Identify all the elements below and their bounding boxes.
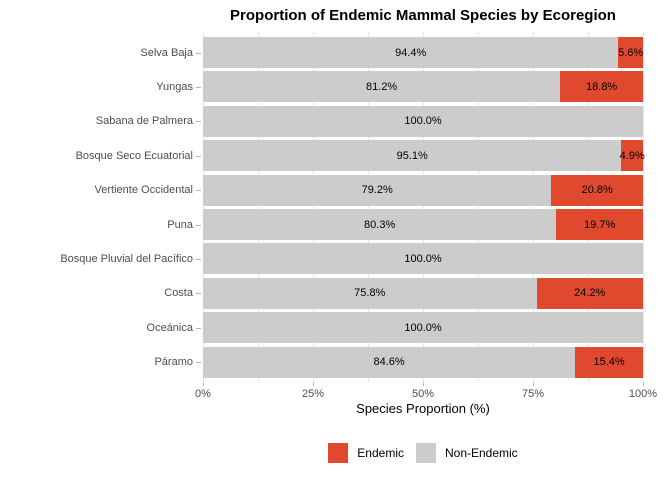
legend-item: Non-Endemic (415, 443, 518, 463)
gridline (643, 32, 644, 383)
non-endemic-segment (203, 243, 643, 275)
y-axis-tick (196, 293, 201, 295)
y-axis-tick (196, 86, 201, 88)
y-axis-tick (196, 190, 201, 192)
bar-row: 79.2% 20.8% (203, 174, 644, 206)
bar-value-label: 80.3% (364, 218, 396, 231)
non-endemic-segment (203, 105, 643, 137)
x-axis-tick (643, 383, 644, 386)
bar-value-label: 95.1% (396, 149, 428, 162)
endemic-segment (551, 174, 643, 206)
y-axis-label: Páramo (154, 356, 193, 369)
y-axis-label: Vertiente Occidental (94, 184, 193, 197)
y-axis-label: Oceánica (146, 321, 193, 334)
non-endemic-segment (203, 140, 622, 172)
non-endemic-segment (203, 312, 643, 344)
y-axis-tick (196, 155, 201, 157)
endemic-segment (536, 277, 643, 309)
y-axis-label: Puna (167, 218, 193, 231)
endemic-segment (621, 140, 643, 172)
y-axis-label: Bosque Pluvial del Pacífico (60, 252, 193, 265)
x-axis-tick (423, 383, 424, 386)
gridline (258, 32, 259, 383)
bar-row: 80.3% 19.7% (203, 209, 644, 240)
bar-row: 75.8% 24.2% (203, 277, 644, 309)
gridline (203, 32, 204, 383)
plot-panel: 94.4% 5.6% 81.2% 18.8% 100.0% 95.1% 4.9% 79.2% 2… (203, 32, 645, 383)
x-axis-tick-label: 100% (628, 388, 658, 400)
non-endemic-segment (203, 37, 619, 68)
gridline (313, 32, 314, 383)
bar-value-label: 5.6% (618, 46, 644, 59)
non-endemic-segment (203, 277, 537, 309)
x-axis-tick (203, 383, 204, 386)
bar-value-label: 79.2% (361, 184, 393, 197)
bar-value-label: 94.4% (395, 46, 427, 59)
gridline (478, 32, 479, 383)
non-endemic-segment (203, 346, 576, 378)
bar-value-label: 15.4% (593, 356, 625, 369)
bar-row: 100.0% (203, 243, 644, 275)
non-endemic-legend-swatch (415, 443, 436, 463)
bar-row: 81.2% 18.8% (203, 71, 644, 103)
bar-value-label: 100.0% (404, 115, 442, 128)
endemic-segment (575, 346, 643, 378)
bar-value-label: 75.8% (354, 287, 386, 300)
bar-value-label: 20.8% (581, 184, 613, 197)
bar-row: 100.0% (203, 105, 644, 137)
y-axis-tick (196, 224, 201, 226)
bar-value-label: 100.0% (404, 321, 442, 334)
bar-row: 95.1% 4.9% (203, 140, 645, 172)
legend-label: Endemic (357, 446, 404, 460)
legend-item: Endemic (328, 443, 404, 463)
y-axis-tick (196, 121, 201, 123)
non-endemic-segment (203, 174, 552, 206)
y-axis-tick (196, 362, 201, 364)
legend-label: Non-Endemic (444, 446, 518, 460)
endemic-legend-swatch (328, 443, 349, 463)
x-axis-tick-label: 50% (411, 388, 435, 400)
endemic-segment (618, 37, 643, 68)
x-axis-tick (313, 383, 314, 386)
non-endemic-segment (203, 71, 561, 103)
x-axis-tick-label: 25% (301, 388, 325, 400)
x-axis-title: Species Proportion (%) (356, 401, 490, 416)
endemic-segment (556, 209, 643, 240)
x-axis-tick-label: 0% (195, 388, 211, 400)
bar-value-label: 18.8% (586, 80, 618, 93)
bar-value-label: 84.6% (373, 356, 405, 369)
x-axis-tick (533, 383, 534, 386)
endemic-segment (560, 71, 643, 103)
bar-value-label: 4.9% (619, 149, 645, 162)
y-axis-tick (196, 258, 201, 260)
y-axis-label: Costa (164, 287, 193, 300)
gridline (423, 32, 424, 383)
y-axis-label: Bosque Seco Ecuatorial (75, 149, 193, 162)
gridline (368, 32, 369, 383)
x-axis-tick-label: 75% (521, 388, 545, 400)
gridline (588, 32, 589, 383)
non-endemic-segment (203, 209, 557, 240)
legend: Endemic Non-Endemic (203, 442, 643, 464)
bar-row: 84.6% 15.4% (203, 346, 644, 378)
bar-value-label: 24.2% (574, 287, 606, 300)
gridline (533, 32, 534, 383)
bar-row: 94.4% 5.6% (203, 37, 644, 68)
bar-value-label: 81.2% (366, 80, 398, 93)
bar-value-label: 100.0% (404, 252, 442, 265)
y-axis-tick (196, 327, 201, 329)
y-axis-label: Selva Baja (140, 46, 193, 59)
y-axis-tick (196, 52, 201, 54)
bar-value-label: 19.7% (584, 218, 616, 231)
chart-title: Proportion of Endemic Mammal Species by … (230, 7, 616, 24)
bar-row: 100.0% (203, 312, 644, 344)
y-axis-label: Sabana de Palmera (95, 115, 193, 128)
y-axis-label: Yungas (156, 80, 193, 93)
